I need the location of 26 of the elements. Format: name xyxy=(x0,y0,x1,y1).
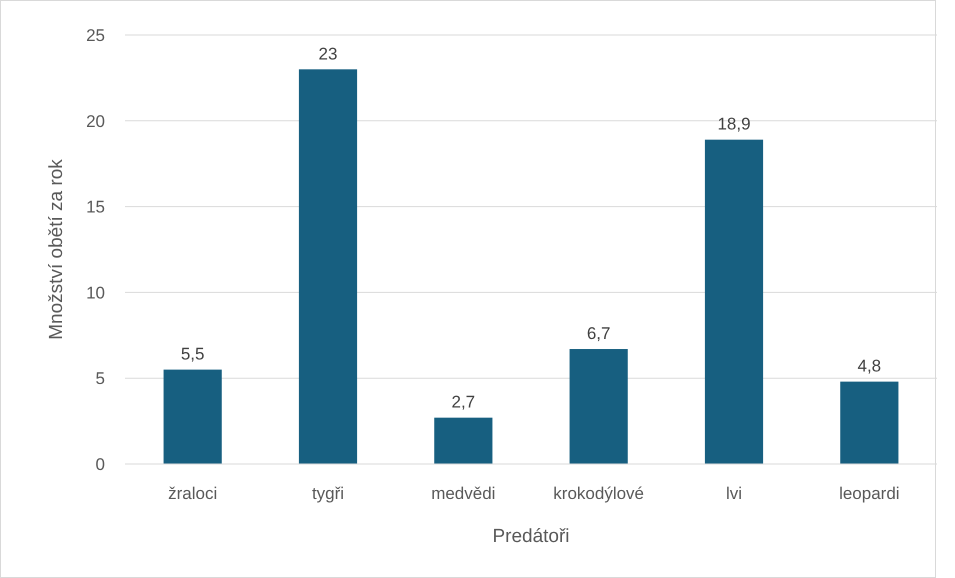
bar xyxy=(164,370,222,464)
bar xyxy=(570,349,628,464)
x-tick-label: lvi xyxy=(726,484,742,503)
y-tick-label: 15 xyxy=(86,198,105,217)
data-label: 23 xyxy=(318,44,338,64)
x-tick-label: medvědi xyxy=(431,484,496,503)
bar xyxy=(298,69,358,464)
data-label: 5,5 xyxy=(180,344,204,364)
x-tick-label: tygři xyxy=(312,484,344,503)
x-tick-label: krokodýlové xyxy=(553,484,644,503)
bar xyxy=(434,418,492,464)
data-label: 6,7 xyxy=(586,324,610,344)
y-tick-label: 0 xyxy=(96,454,105,474)
x-tick-label: žraloci xyxy=(168,484,218,503)
bar xyxy=(704,140,764,464)
y-tick-label: 10 xyxy=(86,283,105,302)
y-tick-label: 5 xyxy=(96,369,105,388)
y-axis-title: Množství obětí za rok xyxy=(46,158,67,340)
x-axis-title: Predátoři xyxy=(492,526,570,547)
x-tick-label: leopardi xyxy=(839,484,900,503)
data-label: 18,9 xyxy=(717,114,751,134)
data-label: 2,7 xyxy=(452,392,476,412)
data-label: 4,8 xyxy=(858,356,882,376)
y-tick-label: 20 xyxy=(86,112,105,131)
y-tick-label: 25 xyxy=(86,26,105,45)
bar xyxy=(840,382,898,464)
